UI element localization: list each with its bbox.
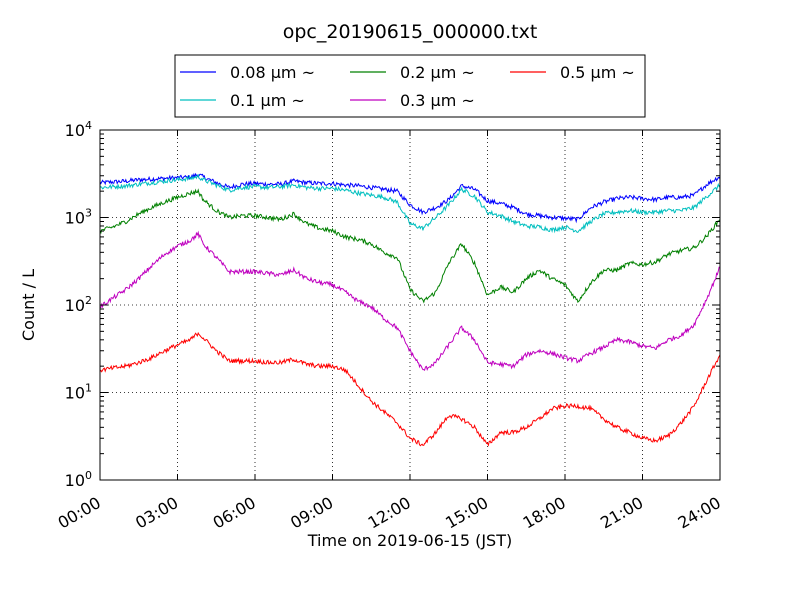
x-tick-label: 09:00 bbox=[287, 493, 336, 533]
x-tick-label: 15:00 bbox=[442, 493, 491, 533]
series-line bbox=[99, 173, 721, 234]
legend-label: 0.5 μm ~ bbox=[560, 63, 635, 82]
legend-label: 0.2 μm ~ bbox=[400, 63, 475, 82]
grid bbox=[100, 130, 720, 480]
y-tick-exponent: 0 bbox=[85, 469, 92, 482]
y-tick-base: 10 bbox=[65, 471, 85, 490]
legend-box bbox=[174, 54, 646, 118]
y-tick-exponent: 2 bbox=[85, 294, 92, 307]
legend-label: 0.08 μm ~ bbox=[230, 63, 315, 82]
series-line bbox=[99, 331, 721, 447]
y-tick-label: 101 bbox=[65, 382, 92, 403]
y-tick-base: 10 bbox=[65, 384, 85, 403]
x-tick-label: 03:00 bbox=[132, 493, 181, 533]
x-tick-label: 24:00 bbox=[675, 493, 724, 533]
y-tick-base: 10 bbox=[65, 296, 85, 315]
y-axis-label: Count / L bbox=[19, 269, 38, 341]
x-tick-label: 21:00 bbox=[597, 493, 646, 533]
y-tick-label: 103 bbox=[65, 207, 92, 228]
y-tick-exponent: 1 bbox=[85, 382, 92, 395]
x-tick-label: 00:00 bbox=[55, 493, 104, 533]
y-tick-label: 100 bbox=[65, 469, 92, 490]
x-tick-label: 06:00 bbox=[210, 493, 259, 533]
y-tick-label: 104 bbox=[65, 119, 92, 140]
y-tick-label: 102 bbox=[65, 294, 92, 315]
y-tick-exponent: 4 bbox=[85, 119, 92, 132]
series-line bbox=[99, 230, 721, 372]
legend-label: 0.1 μm ~ bbox=[230, 91, 305, 110]
legend: 0.08 μm ~ 0.1 μm ~ 0.2 μm ~ 0.3 μm ~ 0.5 μm … bbox=[174, 54, 646, 118]
series-lines bbox=[99, 172, 721, 447]
series-line bbox=[99, 172, 721, 224]
chart-title: opc_20190615_000000.txt bbox=[283, 21, 538, 43]
y-tick-exponent: 3 bbox=[85, 207, 92, 220]
x-axis-label: Time on 2019-06-15 (JST) bbox=[307, 531, 512, 550]
x-tick-label: 12:00 bbox=[365, 493, 414, 533]
y-tick-base: 10 bbox=[65, 209, 85, 228]
x-tick-label: 18:00 bbox=[520, 493, 569, 533]
legend-label: 0.3 μm ~ bbox=[400, 91, 475, 110]
y-tick-base: 10 bbox=[65, 121, 85, 140]
series-line bbox=[99, 188, 721, 304]
